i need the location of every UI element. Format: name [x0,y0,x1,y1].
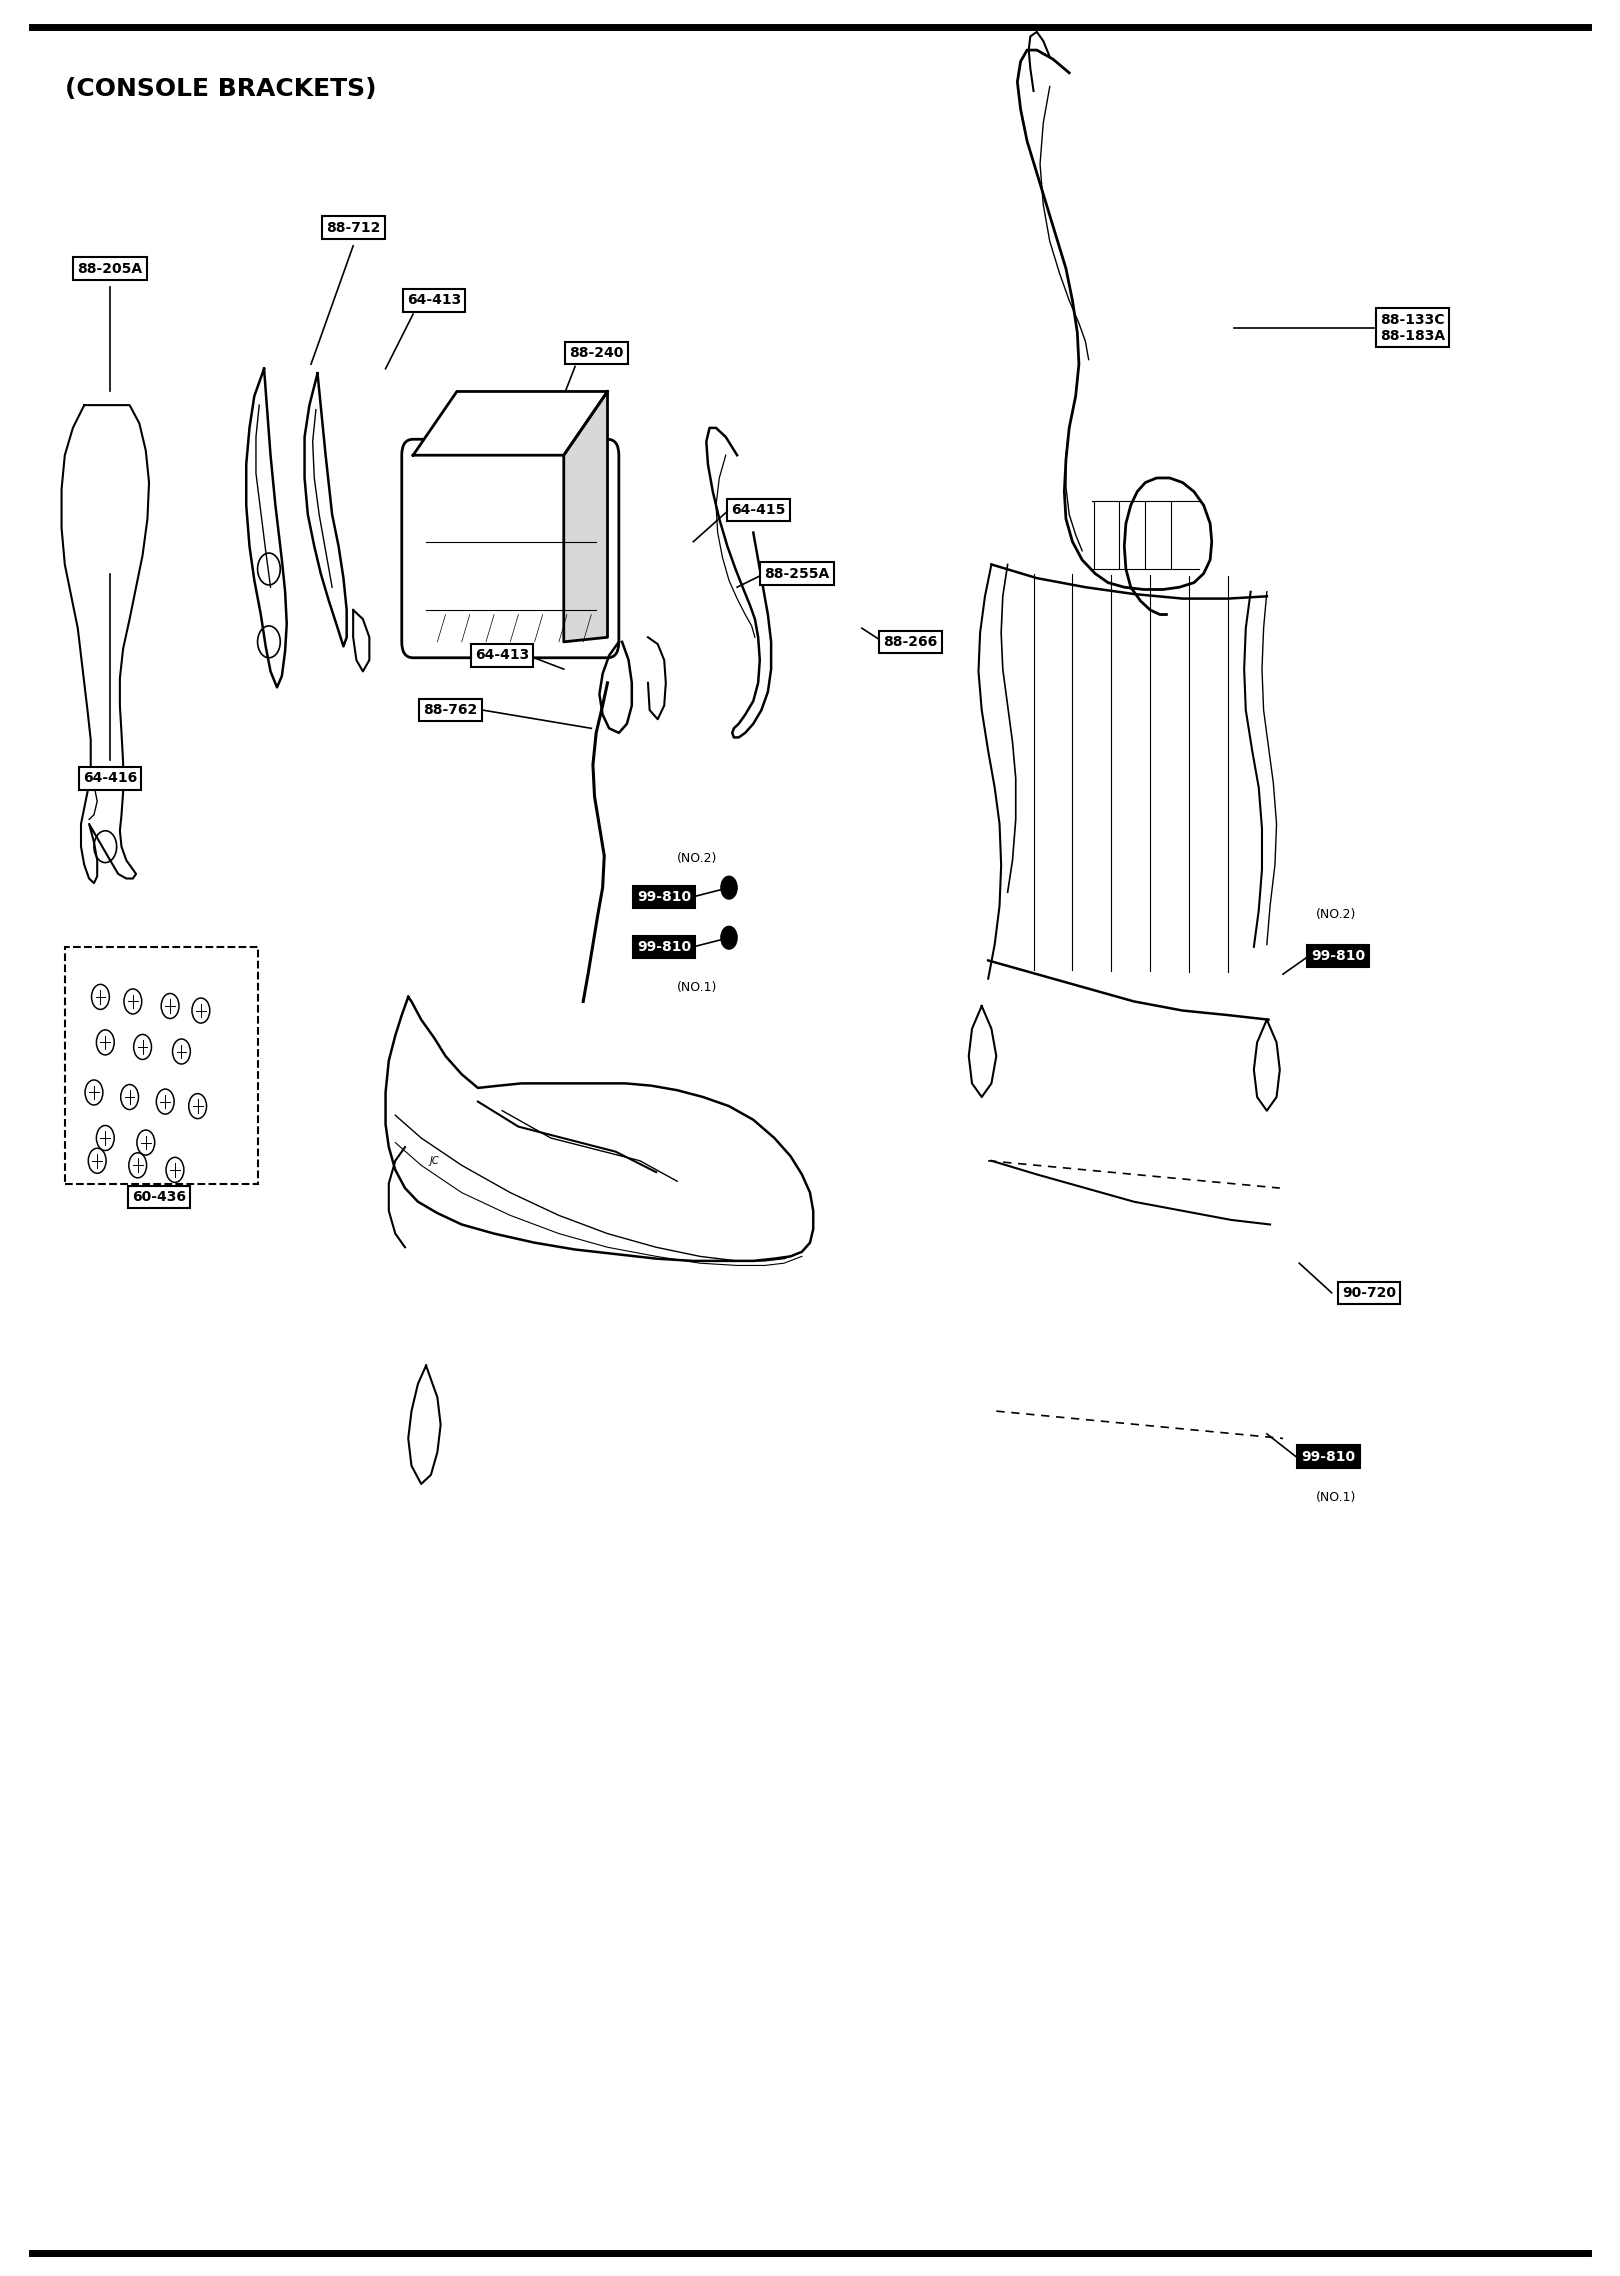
Text: 88-133C
88-183A: 88-133C 88-183A [1380,312,1445,344]
Text: 88-255A: 88-255A [765,567,829,580]
Polygon shape [413,391,608,455]
Text: 90-720: 90-720 [1341,1286,1396,1300]
Text: 88-762: 88-762 [423,703,478,717]
Text: (NO.1): (NO.1) [1315,1491,1356,1504]
Text: 64-413: 64-413 [475,649,530,662]
FancyBboxPatch shape [402,439,619,658]
Text: 88-240: 88-240 [569,346,624,360]
Text: 88-712: 88-712 [326,221,381,234]
Text: JC: JC [429,1156,439,1165]
Text: 88-205A: 88-205A [78,262,143,275]
Text: 64-413: 64-413 [407,294,462,307]
Text: (CONSOLE BRACKETS): (CONSOLE BRACKETS) [65,77,376,102]
Text: (NO.2): (NO.2) [677,851,718,865]
Text: 99-810: 99-810 [637,940,692,954]
Text: 60-436: 60-436 [131,1190,186,1204]
FancyBboxPatch shape [65,947,258,1184]
Polygon shape [564,391,608,642]
Text: 88-266: 88-266 [883,635,938,649]
Text: 64-415: 64-415 [731,503,786,517]
Text: 64-416: 64-416 [83,772,138,785]
Circle shape [721,926,737,949]
Text: (NO.2): (NO.2) [1315,908,1356,922]
Text: 99-810: 99-810 [1311,949,1366,963]
Circle shape [721,876,737,899]
Text: (NO.1): (NO.1) [677,981,718,995]
Text: 99-810: 99-810 [1301,1450,1356,1463]
Text: 99-810: 99-810 [637,890,692,904]
